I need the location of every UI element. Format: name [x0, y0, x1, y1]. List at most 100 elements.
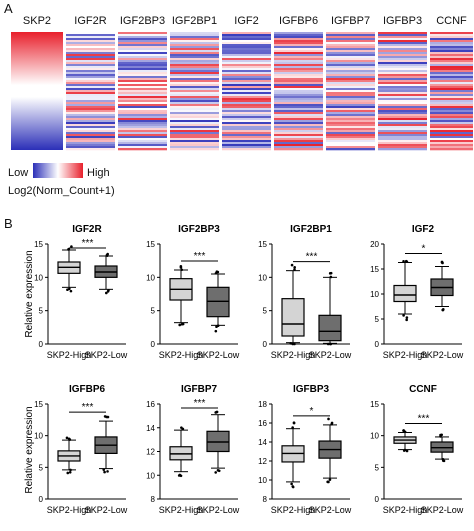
outlier-point: [177, 474, 181, 477]
heatmap-header-igf2r: IGF2R: [74, 15, 107, 27]
y-tick-label: 15: [370, 265, 379, 274]
heatmap-header-igf2: IGF2: [234, 15, 259, 27]
outlier-point: [181, 427, 184, 431]
heatmap-header-skp2: SKP2: [22, 15, 52, 27]
significance-label: ***: [194, 398, 206, 409]
box-skp2-high: [281, 263, 305, 346]
outlier-point: [68, 470, 72, 474]
heatmap-header-igfbp7: IGFBP7: [330, 15, 371, 27]
outlier-point: [106, 415, 110, 419]
box-skp2-low: [318, 417, 342, 484]
y-tick-label: 10: [34, 432, 43, 441]
significance-label: ***: [194, 251, 206, 262]
x-category-label: SKP2-High: [383, 350, 428, 360]
heatmap: [11, 32, 473, 151]
y-tick-label: 5: [263, 307, 268, 316]
x-category-label: SKP2-High: [159, 350, 204, 360]
heatmap-column-igfbp3: [378, 32, 427, 151]
box-skp2-low: [430, 433, 454, 463]
outlier-point: [328, 478, 332, 481]
x-category-label: SKP2-Low: [421, 505, 464, 515]
outlier-point: [217, 469, 221, 473]
heatmap-column-igf2r: [66, 32, 115, 151]
x-category-label: SKP2-Low: [309, 505, 352, 515]
outlier-point: [180, 268, 184, 272]
heatmap-skp2-gradient: [11, 32, 63, 150]
outlier-point: [103, 415, 107, 418]
box-skp2-high: [57, 436, 81, 475]
x-category-label: SKP2-High: [159, 505, 204, 515]
x-category-label: SKP2-High: [271, 505, 316, 515]
x-category-label: SKP2-High: [271, 350, 316, 360]
outlier-point: [65, 436, 69, 440]
box-skp2-high: [169, 426, 193, 478]
outlier-point: [405, 316, 409, 319]
y-tick-label: 10: [370, 290, 379, 299]
heatmap-header-igf2bp3: IGF2BP3: [119, 15, 166, 27]
y-tick-label: 15: [146, 240, 155, 249]
outlier-point: [291, 485, 295, 489]
y-tick-label: 10: [146, 471, 155, 480]
chart-title: CCNF: [409, 384, 437, 395]
y-tick-label: 14: [146, 424, 155, 433]
box-skp2-low: [206, 410, 230, 474]
y-tick-label: 10: [34, 273, 43, 282]
heatmap-header-igf2bp1: IGF2BP1: [171, 15, 218, 27]
outlier-point: [290, 263, 294, 267]
y-tick-label: 8: [151, 495, 156, 504]
significance-label: ***: [82, 402, 94, 413]
outlier-point: [327, 480, 330, 484]
outlier-point: [179, 265, 183, 268]
x-category-label: SKP2-Low: [85, 505, 128, 515]
outlier-point: [215, 410, 219, 414]
box-skp2-high: [393, 429, 417, 453]
y-tick-label: 12: [258, 457, 267, 466]
heatmap-column-igf2bp1: [170, 32, 219, 151]
box-iqr: [318, 314, 342, 342]
y-tick-label: 0: [39, 340, 44, 349]
y-tick-label: 0: [263, 340, 268, 349]
box-skp2-high: [393, 259, 417, 322]
chart-title: IGF2BP3: [178, 224, 220, 235]
outlier-point: [289, 342, 293, 345]
chart-title: IGF2: [412, 224, 435, 235]
outlier-point: [69, 468, 72, 472]
legend-low-label: Low: [8, 167, 29, 179]
outlier-point: [105, 291, 108, 295]
outlier-point: [106, 252, 109, 256]
y-tick-label: 10: [370, 432, 379, 441]
y-tick-label: 10: [258, 273, 267, 282]
outlier-point: [326, 342, 330, 346]
panel-a-letter: A: [4, 1, 13, 16]
outlier-point: [102, 468, 106, 471]
x-category-label: SKP2-Low: [421, 350, 464, 360]
x-category-label: SKP2-High: [383, 505, 428, 515]
heatmap-header-ccnf: CCNF: [436, 15, 467, 27]
outlier-point: [441, 308, 445, 311]
outlier-point: [214, 271, 218, 275]
outlier-point: [439, 435, 442, 438]
outlier-point: [292, 421, 296, 425]
y-tick-label: 10: [258, 476, 267, 485]
chart-title: IGF2R: [72, 224, 102, 235]
y-tick-label: 16: [258, 419, 267, 428]
outlier-point: [402, 314, 405, 317]
y-tick-label: 15: [370, 400, 379, 409]
x-category-label: SKP2-Low: [197, 505, 240, 515]
outlier-point: [181, 322, 185, 326]
outlier-point: [330, 422, 333, 426]
significance-label: ***: [82, 238, 94, 249]
chart-title: IGFBP6: [69, 384, 106, 395]
outlier-point: [216, 324, 220, 328]
y-tick-label: 12: [146, 448, 155, 457]
y-tick-label: 0: [375, 495, 380, 504]
y-tick-label: 5: [151, 307, 156, 316]
heatmap-column-ccnf: [430, 32, 473, 151]
y-tick-label: 0: [39, 495, 44, 504]
